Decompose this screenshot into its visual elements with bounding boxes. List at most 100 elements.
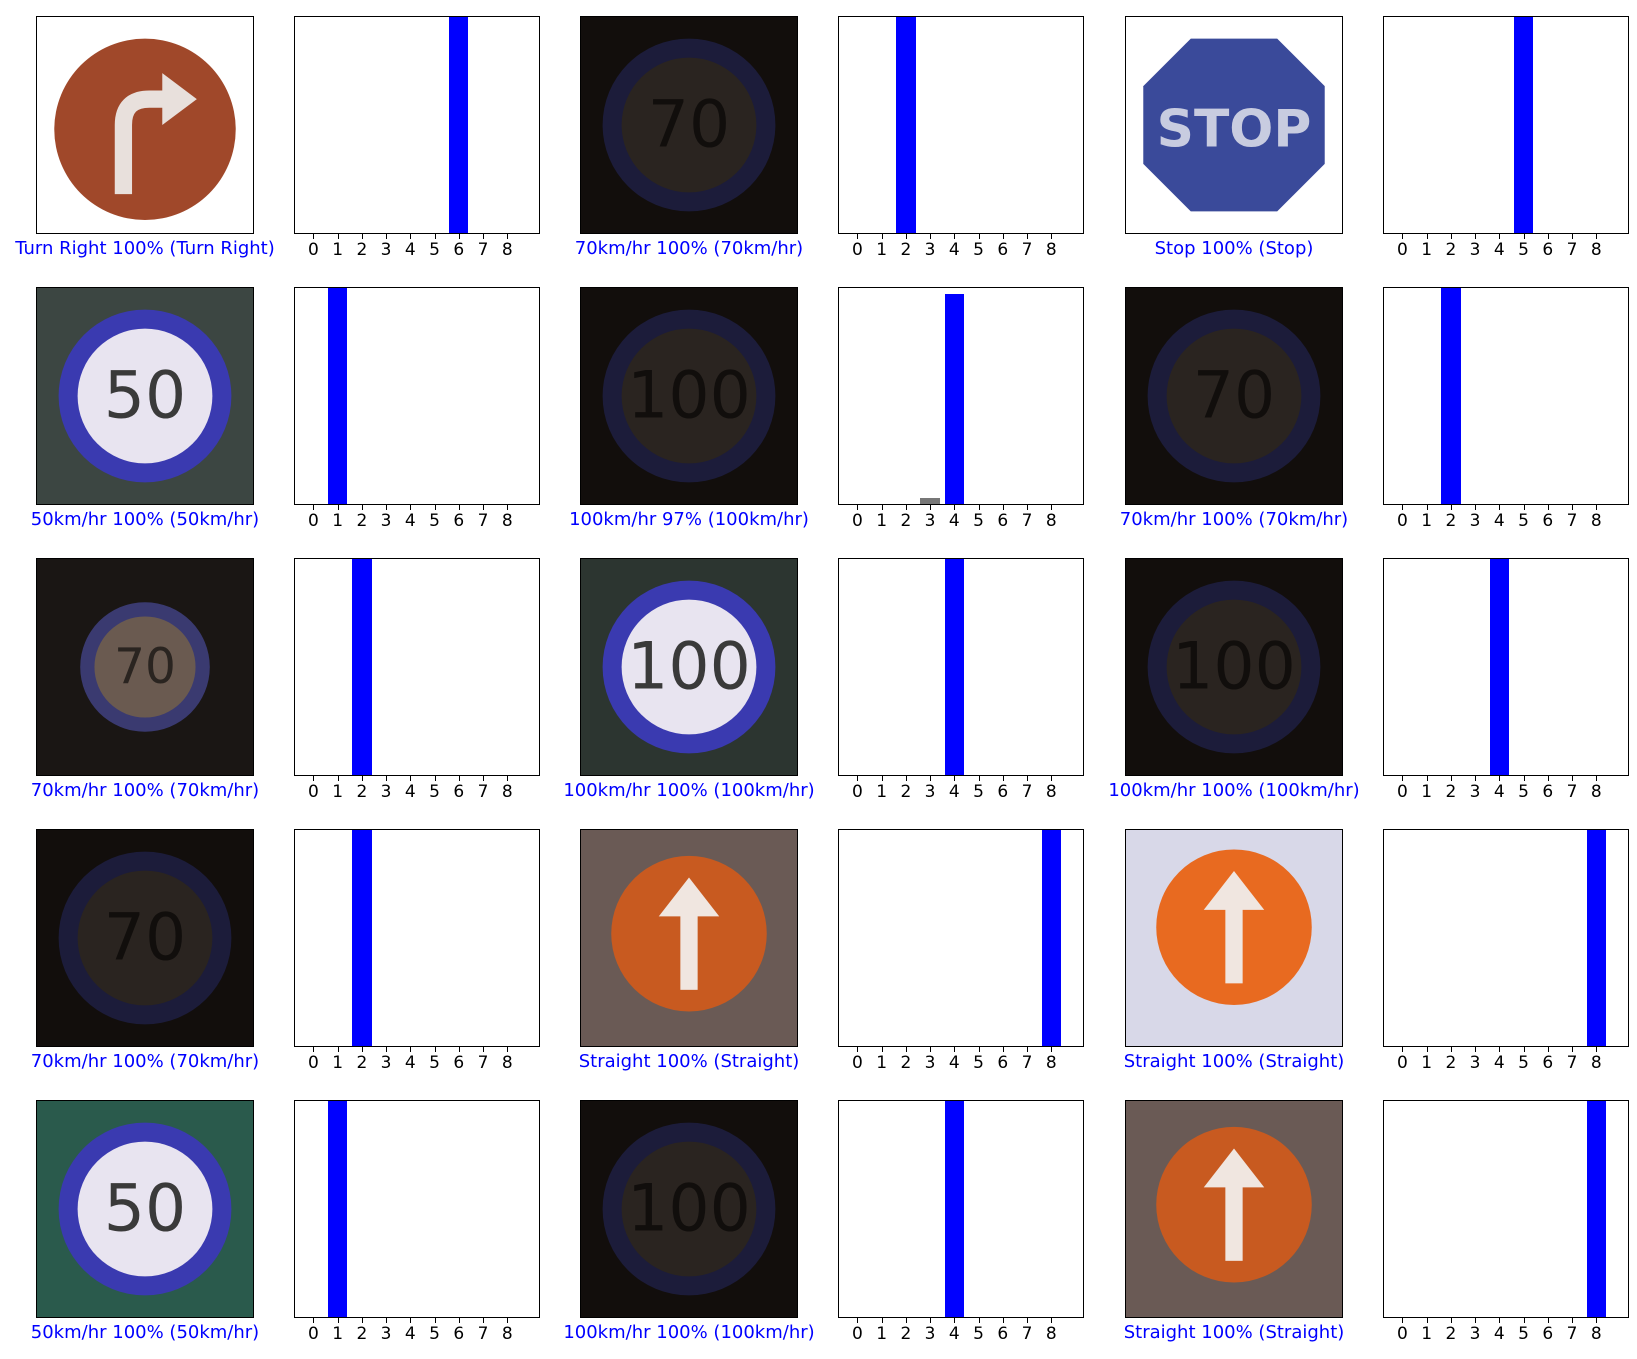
x-tick-mark bbox=[1523, 776, 1525, 781]
x-tick-label: 4 bbox=[404, 782, 416, 802]
x-tick-label: 5 bbox=[973, 1324, 984, 1344]
x-tick-mark bbox=[1402, 234, 1404, 239]
x-tick-label: 5 bbox=[973, 511, 984, 531]
x-tick-label: 6 bbox=[453, 1324, 465, 1344]
x-tick-mark bbox=[930, 1047, 932, 1052]
x-tick-mark bbox=[978, 1318, 980, 1323]
x-tick-label: 8 bbox=[1045, 240, 1057, 260]
x-tick-mark bbox=[386, 234, 388, 239]
x-tick-mark bbox=[410, 505, 412, 510]
x-tick-mark bbox=[1547, 776, 1549, 781]
x-tick-label: 8 bbox=[1590, 511, 1602, 531]
x-tick-mark bbox=[1499, 234, 1501, 239]
x-tick-mark bbox=[361, 234, 363, 239]
x-tick-label: 2 bbox=[1445, 1324, 1457, 1344]
svg-text:50: 50 bbox=[104, 359, 186, 434]
probability-bar-plot bbox=[294, 1100, 540, 1318]
x-tick-mark bbox=[434, 234, 436, 239]
x-tick-mark bbox=[1402, 1318, 1404, 1323]
x-tick-mark bbox=[881, 234, 883, 239]
x-tick-mark bbox=[1547, 505, 1549, 510]
x-tick-mark bbox=[1450, 1318, 1452, 1323]
x-tick-label: 1 bbox=[1421, 240, 1433, 260]
x-tick-mark bbox=[1426, 776, 1428, 781]
probability-bar bbox=[1513, 17, 1534, 233]
x-tick-label: 7 bbox=[1566, 240, 1578, 260]
svg-text:50: 50 bbox=[104, 1172, 186, 1247]
x-tick-label: 7 bbox=[1566, 511, 1578, 531]
x-tick-label: 0 bbox=[307, 240, 319, 260]
x-tick-label: 3 bbox=[924, 1053, 936, 1073]
probability-bar-plot bbox=[294, 829, 540, 1047]
sign-image: 50 bbox=[36, 287, 254, 505]
prediction-caption: Straight 100% (Straight) bbox=[1123, 1051, 1345, 1072]
x-tick-label: 8 bbox=[1590, 1053, 1602, 1073]
probability-bar bbox=[449, 17, 469, 233]
probability-bar-plot bbox=[294, 558, 540, 776]
x-tick-mark bbox=[1027, 1318, 1029, 1323]
x-tick-label: 7 bbox=[1021, 1324, 1033, 1344]
x-tick-mark bbox=[857, 1047, 859, 1052]
x-tick-mark bbox=[337, 776, 339, 781]
svg-text:70: 70 bbox=[104, 901, 186, 976]
x-tick-label: 4 bbox=[1493, 240, 1505, 260]
x-tick-label: 7 bbox=[477, 782, 489, 802]
x-tick-label: 8 bbox=[501, 1053, 513, 1073]
sign-image: 70 bbox=[1125, 287, 1343, 505]
x-tick-label: 2 bbox=[900, 240, 912, 260]
x-tick-mark bbox=[954, 776, 956, 781]
prediction-caption: 70km/hr 100% (70km/hr) bbox=[30, 780, 260, 801]
x-tick-label: 3 bbox=[380, 1053, 392, 1073]
x-tick-label: 7 bbox=[1566, 1053, 1578, 1073]
x-tick-label: 5 bbox=[973, 782, 984, 802]
x-tick-mark bbox=[483, 1318, 485, 1323]
x-tick-label: 2 bbox=[356, 1324, 368, 1344]
x-tick-mark bbox=[507, 234, 509, 239]
x-tick-label: 6 bbox=[1542, 240, 1554, 260]
x-tick-mark bbox=[1572, 1318, 1574, 1323]
svg-text:100: 100 bbox=[1172, 630, 1296, 705]
x-tick-label: 0 bbox=[851, 511, 863, 531]
x-tick-label: 2 bbox=[356, 1053, 368, 1073]
x-tick-mark bbox=[1402, 505, 1404, 510]
x-tick-label: 0 bbox=[307, 511, 319, 531]
x-tick-label: 0 bbox=[307, 1053, 319, 1073]
x-tick-label: 0 bbox=[1396, 511, 1408, 531]
x-tick-label: 5 bbox=[429, 782, 440, 802]
x-tick-mark bbox=[1426, 505, 1428, 510]
x-tick-label: 3 bbox=[924, 782, 936, 802]
traffic-sign-picture: 70 bbox=[1126, 288, 1342, 504]
svg-text:70: 70 bbox=[114, 639, 176, 695]
x-tick-mark bbox=[458, 1318, 460, 1323]
sign-image: 70 bbox=[36, 558, 254, 776]
x-tick-mark bbox=[978, 505, 980, 510]
x-tick-label: 6 bbox=[1542, 1053, 1554, 1073]
x-tick-label: 7 bbox=[1021, 1053, 1033, 1073]
x-tick-label: 4 bbox=[404, 511, 416, 531]
x-tick-label: 3 bbox=[1469, 240, 1481, 260]
x-tick-mark bbox=[954, 1047, 956, 1052]
probability-bar bbox=[944, 1101, 964, 1317]
x-tick-label: 3 bbox=[1469, 782, 1481, 802]
x-tick-mark bbox=[1596, 1047, 1598, 1052]
x-tick-label: 2 bbox=[1445, 782, 1457, 802]
probability-bar-plot bbox=[838, 16, 1084, 234]
x-tick-label: 1 bbox=[1421, 1324, 1433, 1344]
prediction-caption: 100km/hr 100% (100km/hr) bbox=[563, 780, 815, 801]
sign-image bbox=[1125, 1100, 1343, 1318]
x-tick-mark bbox=[857, 234, 859, 239]
x-tick-mark bbox=[857, 505, 859, 510]
x-tick-label: 5 bbox=[429, 240, 440, 260]
x-tick-mark bbox=[361, 776, 363, 781]
x-tick-mark bbox=[434, 776, 436, 781]
svg-text:STOP: STOP bbox=[1157, 100, 1312, 160]
prediction-caption: 50km/hr 100% (50km/hr) bbox=[30, 509, 260, 530]
x-tick-mark bbox=[507, 505, 509, 510]
x-tick-label: 7 bbox=[1021, 782, 1033, 802]
x-tick-mark bbox=[337, 505, 339, 510]
x-tick-mark bbox=[410, 234, 412, 239]
x-tick-label: 7 bbox=[477, 511, 489, 531]
x-tick-mark bbox=[1402, 776, 1404, 781]
sign-image bbox=[36, 16, 254, 234]
probability-bar-plot bbox=[1383, 829, 1629, 1047]
